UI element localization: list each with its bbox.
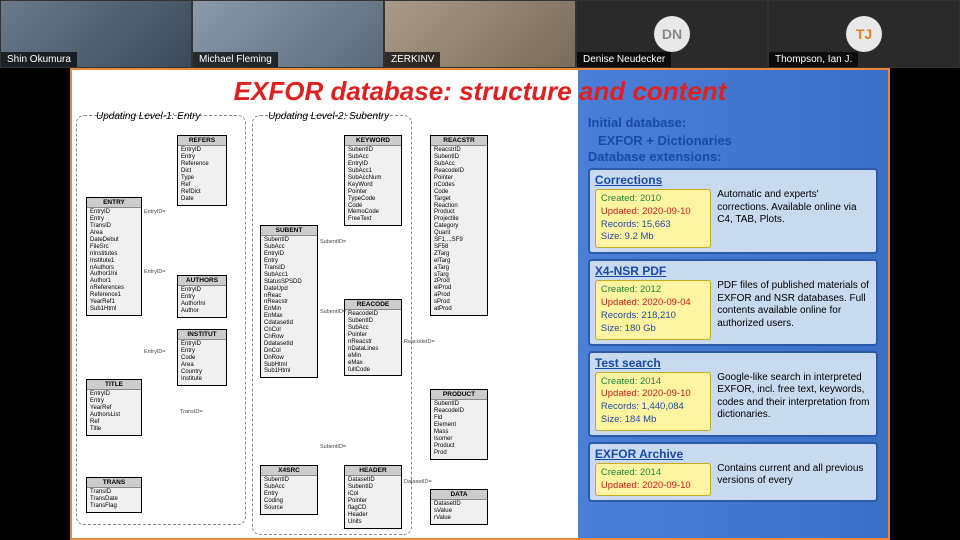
card-title: EXFOR Archive bbox=[595, 447, 871, 461]
card-title: Test search bbox=[595, 356, 871, 370]
participant-name: Michael Fleming bbox=[193, 52, 278, 67]
participant-name: Thompson, Ian J. bbox=[769, 52, 858, 67]
arrow-label: EntryID= bbox=[144, 209, 166, 215]
participant-tile[interactable]: DNDenise Neudecker bbox=[576, 0, 768, 68]
stats-box: Created: 2014Updated: 2020-09-10 bbox=[595, 463, 711, 497]
presentation-slide: EXFOR database: structure and content Up… bbox=[70, 68, 890, 540]
arrow-label: SubentID= bbox=[320, 309, 346, 315]
slide-body: Updating Level-1: Entry Updating Level-2… bbox=[72, 109, 888, 539]
participant-tile[interactable]: TJThompson, Ian J. bbox=[768, 0, 960, 68]
arrow-label: EntryID= bbox=[144, 349, 166, 355]
participant-name: ZERKINV bbox=[385, 52, 440, 67]
stats-box: Created: 2012Updated: 2020-09-04Records:… bbox=[595, 280, 711, 339]
er-diagram: Updating Level-1: Entry Updating Level-2… bbox=[72, 109, 578, 539]
initial-db-value: EXFOR + Dictionaries bbox=[588, 131, 878, 149]
box-x4src: X4SRCSubentID SubAcc Entry Coding Source bbox=[260, 465, 318, 515]
extension-card: Corrections Created: 2010Updated: 2020-09… bbox=[588, 168, 878, 254]
box-trans: TRANSTransID TransDate TransFlag bbox=[86, 477, 142, 513]
box-keyword: KEYWORDSubentID SubAcc EntryID SubAcc1 S… bbox=[344, 135, 402, 226]
arrow-label: DatasetID= bbox=[404, 479, 432, 485]
participant-name: Denise Neudecker bbox=[577, 52, 671, 67]
initial-db-label: Initial database: bbox=[588, 113, 878, 131]
card-title: X4-NSR PDF bbox=[595, 264, 871, 278]
slide-title: EXFOR database: structure and content bbox=[72, 70, 888, 109]
arrow-label: SubentID= bbox=[320, 444, 346, 450]
box-subent: SUBENTSubentID SubAcc EntryID Entry Tran… bbox=[260, 225, 318, 378]
extension-card: X4-NSR PDF Created: 2012Updated: 2020-09-… bbox=[588, 259, 878, 345]
box-product: PRODUCTSubentID ReacodeID Fld Element Ma… bbox=[430, 389, 488, 460]
participant-strip: Shin Okumura Michael Fleming ZERKINV DND… bbox=[0, 0, 960, 68]
arrow-label: SubentID= bbox=[320, 239, 346, 245]
participant-tile[interactable]: Shin Okumura bbox=[0, 0, 192, 68]
db-extensions-label: Database extensions: bbox=[588, 149, 878, 168]
info-panel: Initial database: EXFOR + Dictionaries D… bbox=[578, 109, 888, 539]
box-entry: ENTRYEntryID Entry TransID Area DateDebu… bbox=[86, 197, 142, 316]
box-reacstr: REACSTRReacstrID SubentID SubAcc Reacode… bbox=[430, 135, 488, 316]
stats-box: Created: 2010Updated: 2020-09-10Records:… bbox=[595, 189, 711, 248]
box-reacode: REACODEReacodeID SubentID SubAcc Pointer… bbox=[344, 299, 402, 376]
arrow-label: EntryID= bbox=[144, 269, 166, 275]
participant-tile[interactable]: ZERKINV bbox=[384, 0, 576, 68]
participant-tile[interactable]: Michael Fleming bbox=[192, 0, 384, 68]
box-data: DATADatasetID sValue rValue bbox=[430, 489, 488, 525]
box-header: HEADERDatasetID SubentID iCol Pointer fl… bbox=[344, 465, 402, 529]
box-authors: AUTHORSEntryID Entry AuthorIni Author bbox=[177, 275, 227, 318]
box-title: TITLEEntryID Entry YearRef AuthorsList R… bbox=[86, 379, 142, 436]
legend-level1: Updating Level-1: Entry bbox=[96, 111, 201, 122]
stats-box: Created: 2014Updated: 2020-09-10Records:… bbox=[595, 372, 711, 431]
legend-level2: Updating Level-2: Subentry bbox=[268, 111, 389, 122]
card-description: Contains current and all previous versio… bbox=[717, 463, 871, 497]
shared-screen: EXFOR database: structure and content Up… bbox=[0, 68, 960, 540]
card-description: PDF files of published materials of EXFO… bbox=[717, 280, 871, 339]
avatar: TJ bbox=[846, 16, 882, 52]
box-institut: INSTITUTEntryID Entry Code Area Country … bbox=[177, 329, 227, 386]
participant-name: Shin Okumura bbox=[1, 52, 77, 67]
avatar: DN bbox=[654, 16, 690, 52]
arrow-label: TransID= bbox=[180, 409, 203, 415]
box-refers: REFERSEntryID Entry Reference Dict Type … bbox=[177, 135, 227, 206]
extension-card: EXFOR Archive Created: 2014Updated: 2020-… bbox=[588, 442, 878, 503]
arrow-label: ReacodeID= bbox=[404, 339, 435, 345]
card-description: Google-like search in interpreted EXFOR,… bbox=[717, 372, 871, 431]
extension-card: Test search Created: 2014Updated: 2020-09… bbox=[588, 351, 878, 437]
card-title: Corrections bbox=[595, 173, 871, 187]
card-description: Automatic and experts' corrections. Avai… bbox=[717, 189, 871, 248]
